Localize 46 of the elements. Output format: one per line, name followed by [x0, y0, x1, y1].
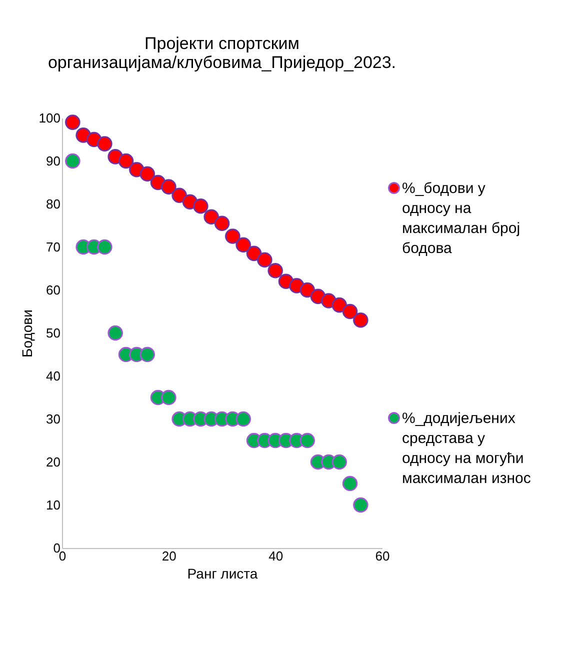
x-tick-label: 40 [268, 548, 284, 564]
point [257, 252, 272, 268]
point [332, 454, 347, 470]
point [140, 166, 155, 182]
point [161, 390, 176, 406]
y-tick-label: 10 [46, 498, 60, 512]
point [236, 411, 251, 427]
point [342, 476, 358, 492]
point [204, 209, 219, 225]
y-tick-label: 40 [46, 368, 60, 384]
point [246, 246, 262, 262]
x-tick-label: 60 [375, 548, 390, 564]
y-tick-label: 90 [46, 154, 60, 168]
point [225, 228, 240, 244]
x-tick-label: 20 [162, 548, 176, 564]
y-tick-label: 50 [46, 326, 60, 340]
point [65, 114, 80, 130]
point [268, 263, 283, 278]
point [65, 153, 80, 169]
point [140, 346, 155, 362]
point [300, 432, 315, 448]
x-axis-title: Ранг листа [187, 566, 258, 582]
y-tick-label: 100 [38, 110, 60, 126]
point [97, 136, 112, 152]
point [300, 282, 315, 298]
point [214, 216, 230, 231]
y-tick-label: 30 [46, 412, 60, 426]
y-axis-title: Бодови [18, 310, 35, 358]
legend-label: %_додијељених средстава у односу на могући максималан износ [402, 410, 532, 487]
point [353, 312, 368, 328]
point [172, 188, 187, 204]
y-tick-label: 80 [46, 196, 60, 212]
y-tick-label: 70 [46, 240, 60, 254]
point [193, 198, 208, 214]
point [342, 304, 358, 320]
point [118, 153, 134, 169]
point [108, 325, 123, 341]
chart-title: Пројекти спортским организацијама/клубовима_Приједор_2023. [48, 34, 396, 72]
y-tick-label: 60 [46, 282, 60, 298]
point [161, 179, 176, 194]
point [236, 237, 251, 252]
point [332, 297, 347, 313]
legend-label: %_бодови у односу на максималан број бодова [402, 180, 520, 257]
y-tick-label: 20 [46, 454, 60, 470]
point [97, 239, 112, 255]
point [353, 497, 368, 513]
